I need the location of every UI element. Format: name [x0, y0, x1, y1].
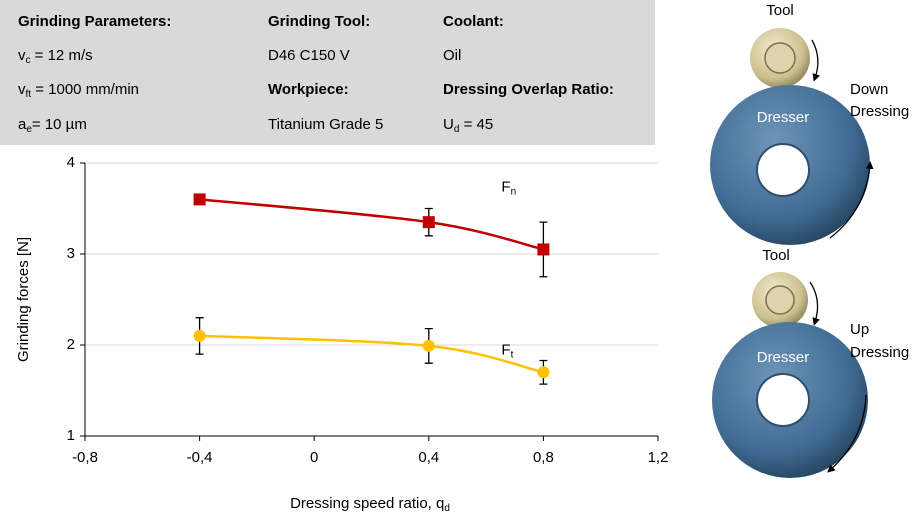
x-axis-label-main: Dressing speed ratio, q — [290, 495, 444, 512]
table-cell-main: a — [18, 116, 27, 133]
tool-hub — [765, 285, 795, 315]
table-cell: Grinding Tool: — [268, 13, 370, 30]
series-label-sub: n — [511, 186, 517, 197]
table-cell-sub: d — [454, 124, 460, 135]
series-label-sub: t — [511, 349, 514, 360]
table-cell: Titanium Grade 5 — [268, 116, 383, 133]
marker — [193, 329, 206, 342]
dresser-hub — [756, 373, 810, 427]
diagram-up: Tool Dresser Up Dressing — [712, 247, 909, 478]
table-cell: vc = 12 m/s — [18, 47, 93, 66]
table-cell-main: v — [18, 81, 26, 98]
table-cell: D46 C150 V — [268, 47, 350, 64]
marker — [422, 216, 435, 229]
arrow — [809, 281, 820, 326]
x-tick-label: 1,2 — [648, 449, 669, 466]
table-cell-rest: = 12 m/s — [31, 47, 93, 64]
y-tick-label: 4 — [67, 154, 75, 171]
series-label: Fn — [501, 178, 516, 197]
table-cell: vft = 1000 mm/min — [18, 81, 139, 100]
table-cell-main: U — [443, 116, 454, 133]
dresser-label: Dresser — [757, 349, 810, 366]
mode-label: Down — [850, 81, 888, 98]
series-line — [199, 334, 544, 374]
table-cell-rest: = 10 µm — [32, 116, 87, 133]
x-tick-label: 0,4 — [418, 449, 439, 466]
x-tick-label: 0 — [310, 449, 318, 466]
y-tick-label: 1 — [67, 427, 75, 444]
x-axis-label-sub: d — [444, 503, 450, 514]
tool-hub — [764, 42, 796, 74]
marker — [537, 243, 550, 256]
series-label-main: F — [501, 178, 510, 195]
diagram-down: Tool Dresser Down Dressing — [710, 2, 909, 245]
chart: 1 2 3 4 -0,8 -0,4 0 0,4 0,8 1,2 Dressing speed rat… — [15, 154, 668, 514]
table-cell: ae= 10 µm — [18, 116, 87, 135]
marker — [537, 366, 550, 379]
arrow — [829, 161, 874, 239]
series-label-main: F — [501, 341, 510, 358]
table-cell: Workpiece: — [268, 81, 349, 98]
arrow — [827, 394, 867, 473]
dresser-label: Dresser — [757, 109, 810, 126]
table-cell-rest: = 1000 mm/min — [31, 81, 139, 98]
y-axis-label: Grinding forces [N] — [15, 237, 32, 362]
mode-label: Dressing — [850, 103, 909, 120]
marker — [422, 339, 435, 352]
x-axis-label: Dressing speed ratio, qd — [290, 495, 450, 514]
y-tick-label: 2 — [67, 336, 75, 353]
table-cell-rest: = 45 — [459, 116, 493, 133]
x-tick-label: 0,8 — [533, 449, 554, 466]
series-label: Ft — [501, 341, 513, 360]
param-table: Grinding Parameters: Grinding Tool: Coolan… — [18, 13, 614, 135]
table-cell-sub: e — [26, 124, 32, 135]
x-tick-label: -0,4 — [187, 449, 213, 466]
table-cell-main: v — [18, 47, 26, 64]
table-cell-sub: ft — [26, 89, 32, 100]
y-tick-label: 3 — [67, 245, 75, 262]
tool-label: Tool — [766, 2, 794, 19]
param-box — [0, 0, 655, 145]
table-cell: Dressing Overlap Ratio: — [443, 81, 614, 98]
x-tick-label: -0,8 — [72, 449, 98, 466]
series-line — [199, 198, 544, 251]
table-cell: Oil — [443, 47, 461, 64]
mode-label: Dressing — [850, 344, 909, 361]
table-cell-sub: c — [26, 55, 31, 66]
table-cell: Coolant: — [443, 13, 504, 30]
tool-label: Tool — [762, 247, 790, 264]
arrow — [811, 39, 820, 82]
dresser-hub — [756, 143, 810, 197]
mode-label: Up — [850, 321, 869, 338]
marker — [193, 193, 206, 206]
table-cell: Grinding Parameters: — [18, 13, 171, 30]
table-cell: Ud = 45 — [443, 116, 493, 135]
